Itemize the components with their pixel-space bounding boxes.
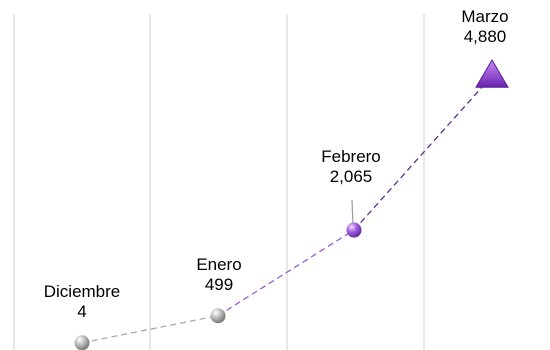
gridlines [13,14,425,350]
category-label-enero: Enero [196,255,241,274]
line-segment-diciembre-enero [81,315,219,344]
point-diciembre [74,335,90,350]
point-marzo [475,59,509,88]
value-label-diciembre: 4 [77,302,86,321]
category-label-diciembre: Diciembre [44,282,121,301]
series-line [81,75,493,344]
value-label-enero: 499 [205,275,233,294]
value-label-febrero: 2,065 [330,167,373,186]
value-label-marzo: 4,880 [464,27,507,46]
line-segment-enero-febrero [217,229,355,317]
data-points [74,59,509,350]
point-enero [210,308,226,324]
category-label-febrero: Febrero [321,147,381,166]
label-leaders [351,199,354,227]
line-segment-febrero-marzo [353,75,493,231]
leader-line-febrero [351,199,354,227]
category-label-marzo: Marzo [461,7,508,26]
point-febrero [346,222,362,238]
